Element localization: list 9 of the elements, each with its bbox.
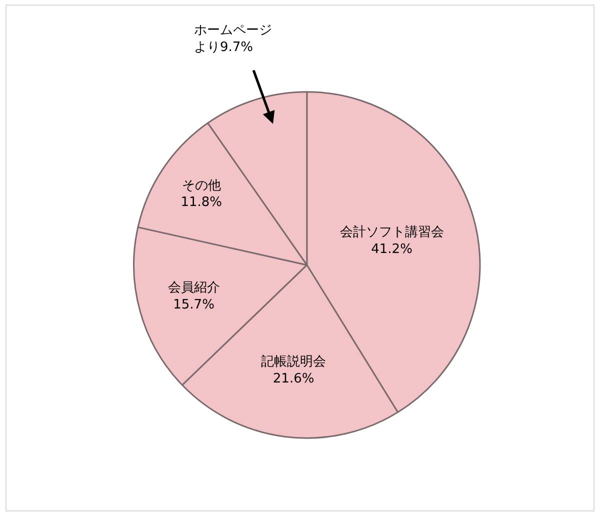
data-label: 41.2%	[371, 242, 412, 257]
data-label: 21.6%	[272, 371, 314, 386]
slice-label: その他	[182, 178, 221, 194]
slice-label: 会計ソフト講習会	[340, 224, 444, 240]
slice-label: 記帳説明会	[261, 354, 326, 370]
data-label: 11.8%	[180, 195, 222, 210]
slice-label: ホームページより9.7%	[194, 23, 272, 55]
slice-label: 会員紹介	[168, 280, 220, 296]
data-label: 15.7%	[173, 298, 214, 313]
